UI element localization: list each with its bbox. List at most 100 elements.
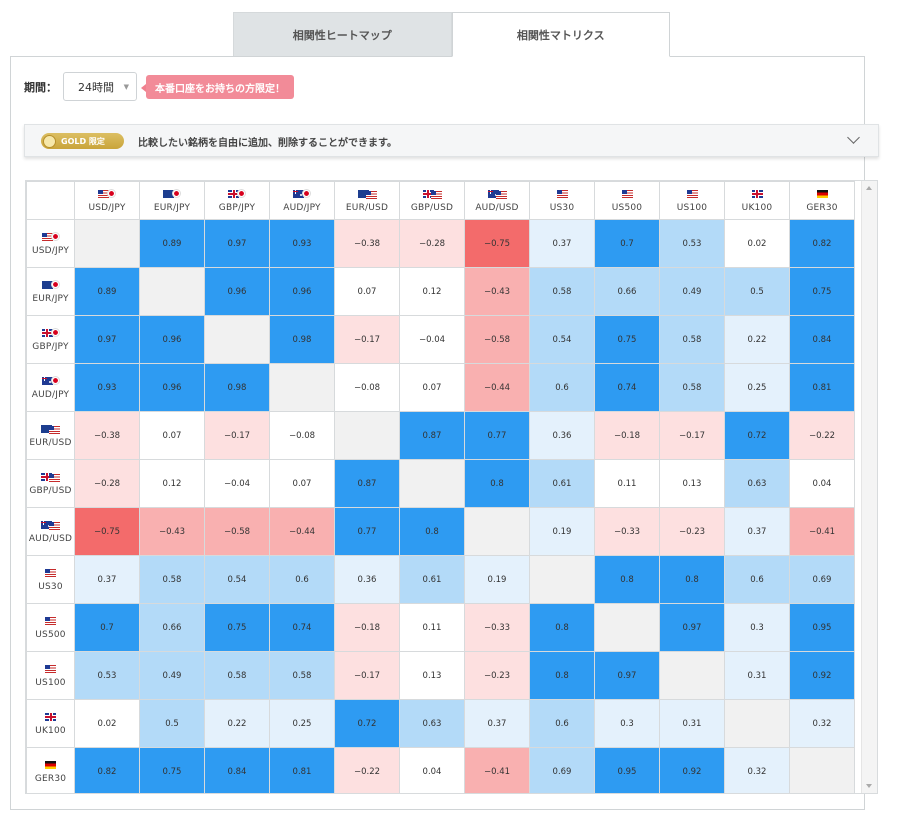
- row-header-us30: US30: [26, 555, 75, 604]
- matrix-cell: 0.66: [139, 603, 205, 652]
- matrix-cell: −0.75: [464, 219, 530, 268]
- matrix-row: UK100 0.02 0.5 0.22 0.25 0.72 0.63 0.37 0.6 0.3 0.…: [26, 699, 855, 748]
- matrix-cell: 0.87: [334, 459, 400, 508]
- row-header-label: USD/JPY: [31, 245, 70, 256]
- matrix-cell: 0.25: [724, 363, 790, 412]
- matrix-cell: 0.36: [529, 411, 595, 460]
- flag-eu-icon: [357, 189, 369, 198]
- expand-chevron-icon[interactable]: [847, 131, 860, 144]
- matrix-cell: 0.89: [139, 219, 205, 268]
- period-select-value: 24時間: [78, 80, 114, 94]
- matrix-cell: 0.07: [399, 363, 465, 412]
- row-header-eur-usd: EUR/USD: [26, 411, 75, 460]
- row-header-label: US30: [38, 581, 63, 592]
- matrix-cell: 0.6: [529, 363, 595, 412]
- matrix-cell: 0.19: [464, 555, 530, 604]
- matrix-cell: 0.74: [269, 603, 335, 652]
- row-header-usd-jpy: USD/JPY: [26, 219, 75, 268]
- matrix-cell: [269, 363, 335, 412]
- scroll-down-icon[interactable]: [866, 784, 872, 788]
- flag-pair-icon: [293, 189, 311, 199]
- column-header-us30: US30: [529, 181, 595, 220]
- period-select[interactable]: 24時間 ▼: [63, 72, 137, 101]
- matrix-cell: 0.87: [399, 411, 465, 460]
- matrix-cell: [399, 459, 465, 508]
- matrix-cell: 0.53: [659, 219, 725, 268]
- notice-arrow-icon: [141, 84, 146, 92]
- flag-au-icon: [487, 189, 499, 198]
- matrix-cell: 0.96: [269, 267, 335, 316]
- column-header-eur-usd: EUR/USD: [334, 181, 400, 220]
- matrix-cell: 0.66: [594, 267, 660, 316]
- column-header-eur-jpy: EUR/JPY: [139, 181, 205, 220]
- matrix-cell: 0.7: [594, 219, 660, 268]
- matrix-cell: 0.13: [659, 459, 725, 508]
- flag-pair-icon: [41, 424, 60, 434]
- matrix-cell: 0.58: [204, 651, 270, 700]
- matrix-cell: 0.07: [139, 411, 205, 460]
- flag-pair-icon: [357, 189, 377, 199]
- matrix-cell: 0.8: [529, 651, 595, 700]
- matrix-cell: 0.19: [529, 507, 595, 556]
- matrix-cell: −0.08: [334, 363, 400, 412]
- flag-us-icon: [98, 189, 109, 198]
- gold-feature-bar[interactable]: GOLD 限定 比較したい銘柄を自由に追加、削除することができます。: [24, 124, 879, 157]
- scrollbar[interactable]: [861, 181, 877, 793]
- flag-us-icon: [365, 191, 377, 199]
- flag-us-icon: [49, 474, 60, 482]
- flag-us-icon: [41, 232, 53, 241]
- matrix-cell: 0.81: [269, 747, 335, 793]
- matrix-cell: 0.3: [724, 603, 790, 652]
- column-header-ger30: GER30: [789, 181, 855, 220]
- matrix-cell: −0.08: [269, 411, 335, 460]
- matrix-cell: [334, 411, 400, 460]
- flag-pair-icon: [487, 189, 507, 199]
- matrix-cell: −0.43: [464, 267, 530, 316]
- matrix-cell: 0.69: [789, 555, 855, 604]
- matrix-cell: −0.17: [334, 651, 400, 700]
- matrix-cell: 0.12: [139, 459, 205, 508]
- row-header-label: AUD/USD: [28, 533, 73, 544]
- flag-pair-icon: [45, 568, 56, 578]
- scroll-up-icon[interactable]: [866, 186, 872, 190]
- tab-matrix[interactable]: 相関性マトリクス: [451, 12, 670, 57]
- column-header-label: US500: [611, 202, 643, 213]
- matrix-cell: 0.37: [529, 219, 595, 268]
- correlation-table: USD/JPY EUR/JPY GBP/JPY AUD/JPY EUR/USD GBP/U…: [26, 181, 855, 793]
- matrix-cell: 0.36: [334, 555, 400, 604]
- matrix-cell: [659, 651, 725, 700]
- flag-us-icon: [556, 189, 568, 198]
- matrix-cell: [204, 315, 270, 364]
- matrix-cell: 0.95: [789, 603, 855, 652]
- flag-pair-icon: [41, 280, 60, 290]
- flag-gb-icon: [41, 328, 53, 337]
- flag-pair-icon: [228, 189, 246, 199]
- matrix-cell: 0.92: [659, 747, 725, 793]
- matrix-cell: −0.23: [464, 651, 530, 700]
- flag-pair-icon: [686, 189, 698, 199]
- gold-badge: GOLD 限定: [41, 133, 124, 149]
- matrix-cell: 0.8: [399, 507, 465, 556]
- row-header-label: US100: [35, 677, 66, 688]
- column-header-aud-usd: AUD/USD: [464, 181, 530, 220]
- matrix-cell: 0.95: [594, 747, 660, 793]
- flag-gb-icon: [751, 189, 763, 198]
- matrix-cell: 0.96: [139, 315, 205, 364]
- flag-us-icon: [49, 426, 60, 434]
- matrix-cell: 0.77: [334, 507, 400, 556]
- row-header-label: EUR/JPY: [32, 293, 69, 304]
- flag-pair-icon: [621, 189, 633, 199]
- flag-us-icon: [45, 664, 56, 673]
- matrix-cell: 0.37: [74, 555, 140, 604]
- matrix-cell: 0.84: [789, 315, 855, 364]
- matrix-cell: −0.22: [789, 411, 855, 460]
- matrix-cell: −0.41: [464, 747, 530, 793]
- matrix-cell: 0.3: [594, 699, 660, 748]
- matrix-cell: 0.22: [204, 699, 270, 748]
- flag-pair-icon: [422, 189, 442, 199]
- matrix-cell: −0.58: [464, 315, 530, 364]
- tab-heatmap[interactable]: 相関性ヒートマップ: [233, 12, 452, 57]
- matrix-cell: −0.17: [659, 411, 725, 460]
- row-header-gbp-jpy: GBP/JPY: [26, 315, 75, 364]
- matrix-cell: 0.61: [529, 459, 595, 508]
